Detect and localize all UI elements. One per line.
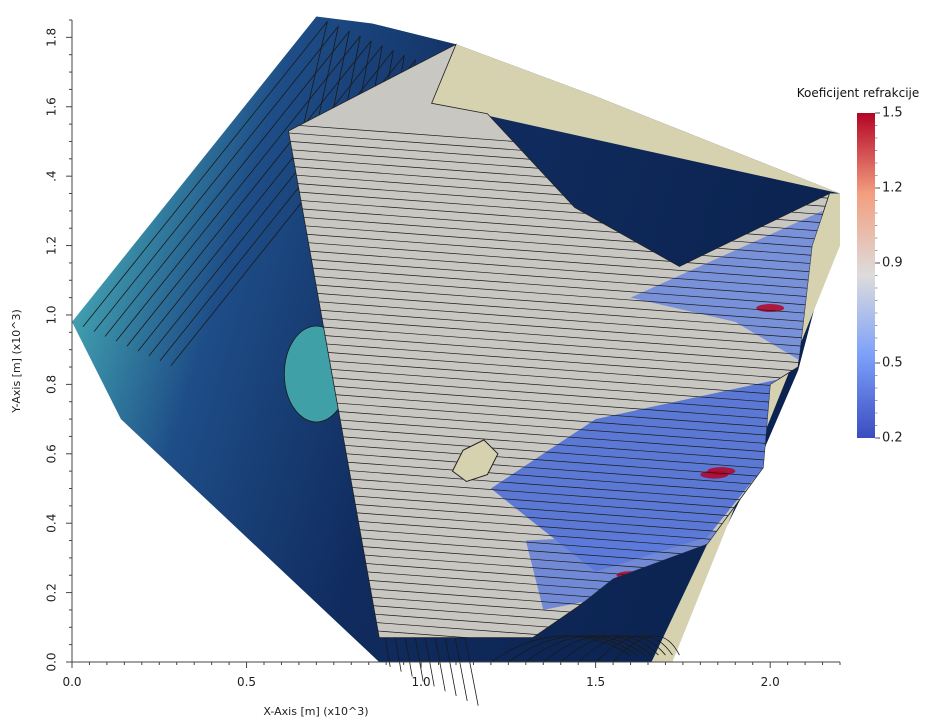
legend-ticks: 1.5 1.2 0.9 0.5 0.2 [875, 106, 903, 446]
y-axis-title: Y-Axis [m] (x10^3) [10, 309, 23, 414]
y-tick-label: 0.6 [45, 444, 59, 463]
low-refraction-zone [630, 210, 823, 364]
low-refraction-zone [490, 377, 788, 572]
legend-title: Koeficijent refrakcije [797, 86, 920, 100]
legend-tick-label: 1.2 [882, 181, 903, 196]
legend-color-bar [857, 113, 875, 438]
depth-isoline [525, 635, 645, 663]
high-refraction-spot [756, 304, 785, 313]
legend-tick-label: 0.9 [882, 256, 903, 271]
y-tick-label: 1.2 [45, 236, 59, 255]
x-tick-label: 1.5 [586, 675, 605, 689]
y-tick-label: 0.8 [45, 375, 59, 394]
y-tick-label: 0.0 [45, 652, 59, 671]
depth-isoline [508, 635, 638, 663]
x-tick-label: 2.0 [761, 675, 780, 689]
legend-tick-label: 0.5 [882, 356, 903, 371]
depth-isoline [577, 635, 666, 663]
y-tick-label: 1.8 [45, 28, 59, 47]
legend-tick-label: 1.5 [882, 106, 903, 121]
depth-isoline [490, 635, 631, 663]
island [451, 439, 499, 483]
depth-isoline [595, 635, 673, 663]
x-axis: X-Axis [m] (x10^3) 0.0 0.5 1.0 1.5 2.0 [62, 661, 841, 718]
y-tick-label: 0.4 [45, 514, 59, 533]
x-axis-title: X-Axis [m] (x10^3) [263, 705, 368, 718]
low-refraction-zone [525, 530, 736, 610]
depth-isoline [543, 635, 652, 663]
legend-tick-label: 0.2 [882, 431, 903, 446]
y-tick-label: 1.6 [45, 97, 59, 116]
y-tick-label: 0.2 [45, 583, 59, 602]
color-legend: Koeficijent refrakcije 1.5 1.2 0.9 0.5 0.2 [797, 86, 920, 446]
y-tick-label: .4 [45, 170, 59, 181]
y-tick-label: 1.0 [45, 305, 59, 324]
x-tick-label: 0.0 [62, 675, 81, 689]
refraction-zones [490, 210, 823, 610]
x-tick-label: 0.5 [237, 675, 256, 689]
x-tick-label: 1.0 [412, 675, 431, 689]
depth-isoline [560, 635, 659, 663]
y-axis: Y-Axis [m] (x10^3) 0.0 0.2 0.4 0.6 0.8 1.0 1.2… [10, 19, 73, 672]
depth-isoline [612, 635, 680, 663]
map-layer [72, 16, 840, 706]
